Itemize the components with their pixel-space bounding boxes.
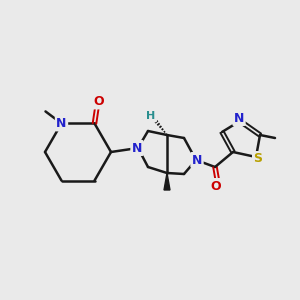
Text: H: H: [146, 111, 156, 121]
Polygon shape: [164, 173, 170, 190]
Text: O: O: [211, 179, 221, 193]
Text: S: S: [254, 152, 262, 166]
Text: N: N: [192, 154, 202, 166]
Text: O: O: [93, 95, 104, 108]
Text: N: N: [234, 112, 244, 124]
Text: N: N: [56, 117, 67, 130]
Text: N: N: [132, 142, 142, 154]
